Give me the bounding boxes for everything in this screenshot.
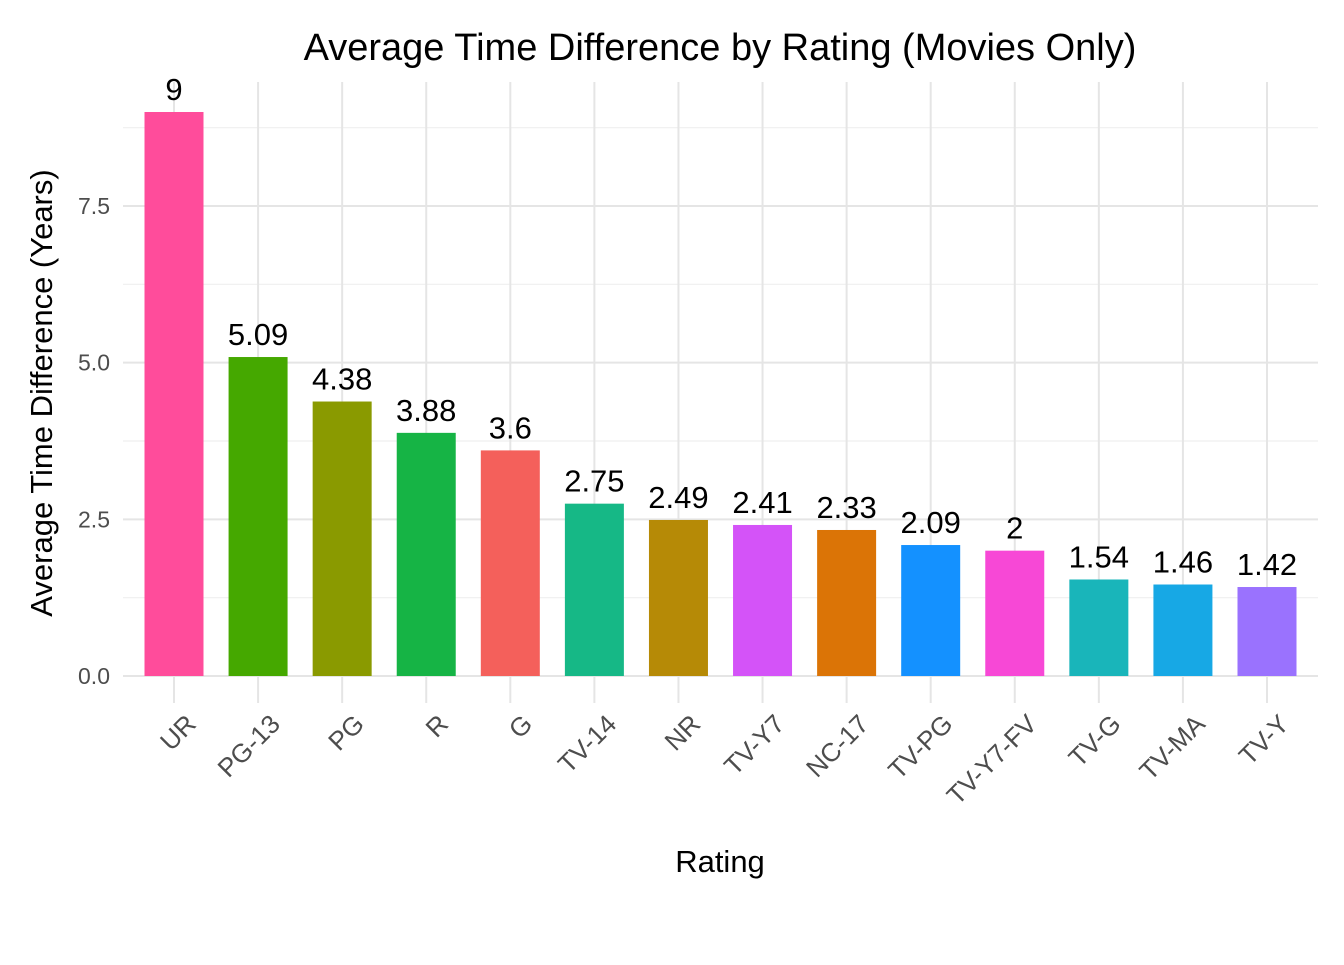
- bar-value-label: 1.42: [1237, 547, 1297, 582]
- y-axis-ticks: 0.0 2.5 5.0 7.5: [78, 193, 110, 689]
- bar-r: [396, 432, 456, 676]
- x-tick-label: TV-Y: [1233, 709, 1295, 771]
- bar-pg: [312, 401, 372, 676]
- bar-tv-y7: [733, 524, 793, 676]
- bar-value-label: 2: [1006, 511, 1023, 546]
- bars: [144, 112, 1297, 676]
- x-tick-label: G: [503, 709, 539, 745]
- y-axis-title: Average Time Difference (Years): [24, 169, 59, 616]
- bar-nr: [648, 519, 708, 676]
- bar-pg-13: [228, 357, 288, 676]
- bar-value-label: 3.88: [396, 393, 456, 428]
- x-tick-label: R: [420, 709, 454, 743]
- x-tick-label: PG-13: [212, 709, 286, 783]
- bar-value-label: 3.6: [489, 410, 532, 445]
- bar-tv-14: [564, 503, 624, 676]
- x-tick-label: TV-G: [1063, 709, 1127, 773]
- y-tick-label: 7.5: [78, 193, 110, 219]
- bar-nc-17: [817, 529, 877, 676]
- bar-value-label: 9: [165, 72, 182, 107]
- chart-title: Average Time Difference by Rating (Movie…: [304, 27, 1137, 69]
- y-tick-label: 2.5: [78, 506, 110, 532]
- bar-tv-y7-fv: [985, 550, 1045, 676]
- bar-tv-pg: [901, 545, 961, 676]
- grid-lines: [123, 82, 1318, 703]
- x-tick-label: NC-17: [800, 709, 874, 783]
- bar-value-label: 1.54: [1069, 539, 1129, 574]
- y-tick-label: 0.0: [78, 663, 110, 689]
- x-tick-label: PG: [322, 709, 370, 757]
- x-tick-label: TV-PG: [882, 709, 958, 785]
- x-axis-ticks: UR PG-13 PG R G TV-14 NR TV-Y7 NC-17 TV-PGTV-Y7-F…: [154, 708, 1295, 810]
- bar-tv-ma: [1153, 584, 1213, 676]
- x-tick-label: TV-Y7-FV: [941, 708, 1043, 810]
- bar-value-label: 4.38: [312, 362, 372, 397]
- x-tick-label: UR: [154, 709, 202, 757]
- x-tick-label: TV-14: [552, 709, 622, 779]
- x-tick-label: TV-Y7: [718, 709, 790, 781]
- bar-value-label: 1.46: [1153, 545, 1213, 580]
- bar-tv-g: [1069, 579, 1129, 676]
- bar-value-label: 2.49: [648, 480, 708, 515]
- bar-value-label: 5.09: [228, 317, 288, 352]
- bar-tv-y: [1237, 587, 1297, 676]
- x-tick-label: TV-MA: [1133, 708, 1211, 786]
- bar-value-label: 2.33: [816, 490, 876, 525]
- bar-g: [480, 450, 540, 676]
- bar-ur: [144, 112, 204, 676]
- x-axis-title: Rating: [675, 844, 765, 879]
- bar-value-label: 2.09: [901, 505, 961, 540]
- bar-value-label: 2.75: [564, 464, 624, 499]
- bar-value-labels: 9 5.09 4.38 3.88 3.6 2.75 2.49 2.41 2.33 2.09 2 1.5…: [165, 72, 1297, 582]
- bar-value-label: 2.41: [732, 485, 792, 520]
- x-tick-label: NR: [659, 709, 707, 757]
- y-tick-label: 5.0: [78, 350, 110, 376]
